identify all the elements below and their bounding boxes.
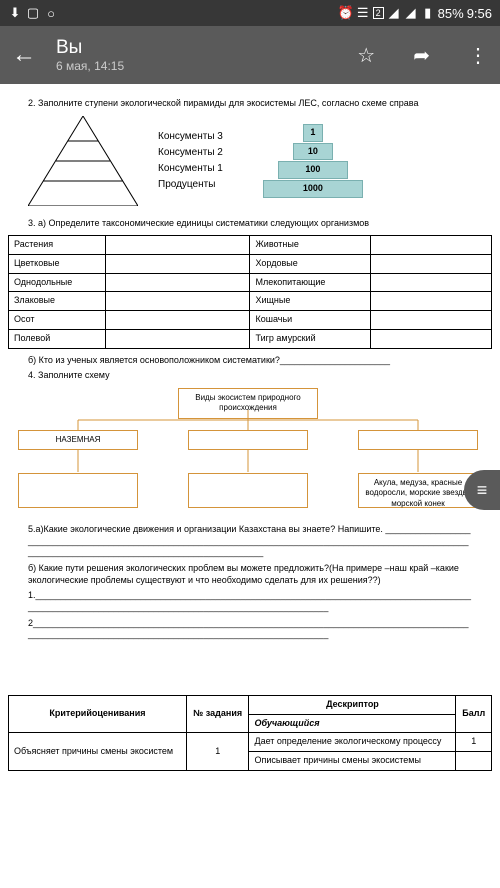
back-button[interactable]: ←	[12, 41, 36, 69]
share-button[interactable]: ➦	[413, 43, 430, 68]
pyramid-diagram	[28, 116, 138, 206]
drawer-handle[interactable]: ≡	[464, 470, 500, 510]
status-bar: ⬇ ▢ ○ ⏰ ☰ 2 ◢ ◢ ▮ 85% 9:56	[0, 0, 500, 26]
image-icon: ▢	[26, 6, 40, 20]
battery-percent: 85%	[438, 6, 464, 21]
header-subtitle: 6 мая, 14:15	[56, 59, 319, 73]
menu-button[interactable]: ⋮	[468, 43, 488, 68]
task5-line2: 2_______________________________________…	[28, 618, 472, 641]
battery-icon: ▮	[421, 6, 435, 20]
task3b-text: б) Кто из ученых является основоположник…	[28, 355, 472, 367]
signal-icon: ◢	[387, 6, 401, 20]
header-info[interactable]: Вы 6 мая, 14:15	[56, 37, 319, 73]
whatsapp-icon: ○	[44, 6, 58, 20]
wifi-icon: ☰	[356, 6, 370, 20]
scheme-diagram: Виды экосистем природного происхождения …	[18, 388, 482, 518]
criteria-table: Критерийоценивания № задания Дескриптор …	[8, 695, 492, 771]
download-icon: ⬇	[8, 6, 22, 20]
clock: 9:56	[467, 6, 492, 21]
taxonomy-table: РастенияЖивотные ЦветковыеХордовые Однод…	[8, 235, 492, 348]
task2-text: 2. Заполните ступени экологической пирам…	[28, 98, 472, 110]
task3-text: 3. а) Определите таксономические единицы…	[28, 218, 472, 230]
task4-text: 4. Заполните схему	[28, 370, 472, 382]
document-content[interactable]: 2. Заполните ступени экологической пирам…	[0, 84, 500, 888]
pyramid-values: 1 10 100 1000	[263, 123, 363, 199]
star-button[interactable]: ☆	[357, 43, 375, 68]
alarm-icon: ⏰	[339, 6, 353, 20]
task5-line1: 1.______________________________________…	[28, 590, 472, 613]
sim-indicator: 2	[373, 7, 384, 19]
task5a-text: 5.а)Какие экологические движения и орган…	[28, 524, 472, 559]
pyramid-labels: Консументы 3 Консументы 2 Консументы 1 П…	[158, 127, 223, 194]
app-header: ← Вы 6 мая, 14:15 ☆ ➦ ⋮	[0, 26, 500, 84]
header-title: Вы	[56, 37, 319, 59]
signal-icon-2: ◢	[404, 6, 418, 20]
task5b-text: б) Какие пути решения экологических проб…	[28, 563, 472, 586]
